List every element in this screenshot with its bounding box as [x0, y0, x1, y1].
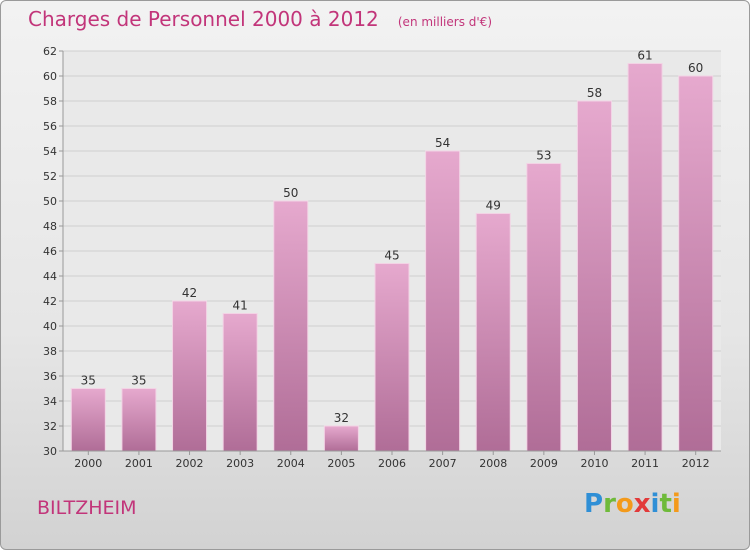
logo-letter: t — [659, 489, 672, 519]
y-tick-label: 38 — [43, 345, 57, 358]
y-tick-label: 52 — [43, 170, 57, 183]
logo-letter: r — [603, 489, 616, 519]
y-tick-label: 42 — [43, 295, 57, 308]
y-tick-label: 60 — [43, 70, 57, 83]
bar — [222, 313, 258, 452]
bar — [374, 263, 410, 452]
y-tick-label: 56 — [43, 120, 57, 133]
bar — [70, 388, 106, 452]
x-tick-label: 2000 — [74, 457, 102, 470]
x-tick-label: 2003 — [226, 457, 254, 470]
bar — [576, 100, 612, 452]
bar — [526, 163, 562, 452]
x-tick-label: 2009 — [530, 457, 558, 470]
y-tick-label: 44 — [43, 270, 57, 283]
x-tick-label: 2010 — [580, 457, 608, 470]
y-tick-label: 30 — [43, 445, 57, 458]
y-tick-label: 40 — [43, 320, 57, 333]
y-tick-label: 48 — [43, 220, 57, 233]
x-tick-label: 2002 — [176, 457, 204, 470]
bar-value-label: 50 — [283, 186, 298, 200]
bar — [172, 300, 208, 452]
title-row: Charges de Personnel 2000 à 2012 (en mil… — [28, 7, 492, 31]
bar-value-label: 41 — [233, 299, 248, 313]
bar — [273, 200, 309, 452]
x-tick-label: 2012 — [682, 457, 710, 470]
bar-value-label: 32 — [334, 411, 349, 425]
bar — [323, 425, 359, 452]
logo-letter: o — [615, 489, 634, 519]
bar — [627, 63, 663, 452]
bar-value-label: 54 — [435, 136, 450, 150]
y-tick-label: 36 — [43, 370, 57, 383]
bar — [678, 75, 714, 452]
x-tick-label: 2004 — [277, 457, 305, 470]
y-tick-label: 62 — [43, 45, 57, 58]
logo-letter: i — [671, 489, 681, 519]
bar-value-label: 49 — [486, 199, 501, 213]
chart-subtitle: (en milliers d'€) — [397, 15, 492, 29]
logo-letter: P — [584, 489, 604, 519]
y-tick-label: 50 — [43, 195, 57, 208]
logo-letter: i — [650, 489, 660, 519]
bar — [425, 150, 461, 452]
bar-value-label: 45 — [384, 249, 399, 263]
x-tick-label: 2006 — [378, 457, 406, 470]
y-tick-label: 32 — [43, 420, 57, 433]
x-tick-label: 2005 — [327, 457, 355, 470]
bar-value-label: 42 — [182, 286, 197, 300]
y-tick-label: 54 — [43, 145, 57, 158]
chart-title: Charges de Personnel 2000 à 2012 — [28, 7, 379, 31]
axes: 30 32 34 36 38 40 42 44 46 48 50 52 54 56 58 60 62 2000 20… — [43, 45, 721, 470]
logo-letter: x — [633, 489, 651, 519]
bar-value-label: 58 — [587, 86, 602, 100]
y-tick-label: 46 — [43, 245, 57, 258]
proxiti-logo: Proxiti — [584, 489, 681, 519]
x-tick-label: 2007 — [429, 457, 457, 470]
bar-value-label: 61 — [637, 49, 652, 63]
bar-value-label: 53 — [536, 149, 551, 163]
x-tick-label: 2008 — [479, 457, 507, 470]
x-tick-label: 2011 — [631, 457, 659, 470]
bar-value-label: 35 — [81, 374, 96, 388]
bar — [121, 388, 157, 452]
bar-value-label: 60 — [688, 61, 703, 75]
x-tick-label: 2001 — [125, 457, 153, 470]
commune-name: BILTZHEIM — [37, 497, 137, 519]
y-tick-label: 58 — [43, 95, 57, 108]
bars: 35 35 42 41 50 32 45 54 49 53 58 61 60 — [70, 49, 714, 452]
bar — [475, 213, 511, 452]
bar-value-label: 35 — [131, 374, 146, 388]
y-tick-label: 34 — [43, 395, 57, 408]
